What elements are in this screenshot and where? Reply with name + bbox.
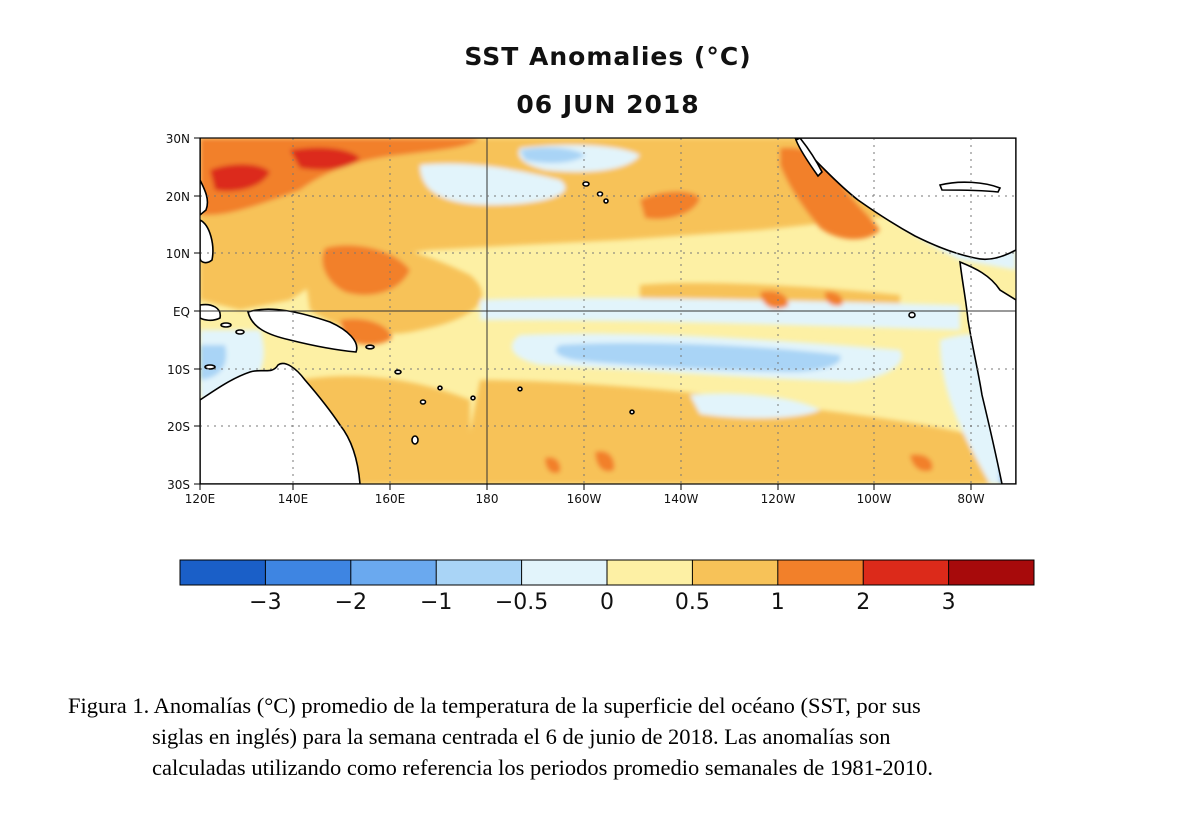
colorbar-tick: 0.5 bbox=[675, 590, 710, 615]
lon-label-160w: 160W bbox=[567, 492, 602, 506]
lat-label-20n: 20N bbox=[166, 190, 190, 204]
map-date: 06 JUN 2018 bbox=[516, 90, 700, 119]
lon-label-120w: 120W bbox=[761, 492, 796, 506]
colorbar-swatch bbox=[521, 560, 608, 585]
colorbar-tick: 3 bbox=[942, 590, 956, 615]
colorbar-tick: −0.5 bbox=[495, 590, 548, 615]
colorbar-tick: −2 bbox=[335, 590, 367, 615]
colorbar-swatch bbox=[607, 560, 693, 585]
lat-label-20s: 20S bbox=[167, 420, 190, 434]
lat-label-eq: EQ bbox=[173, 305, 190, 319]
lat-label-10s: 10S bbox=[167, 363, 190, 377]
colorbar: −3 −2 −1 −0.5 0 0.5 1 2 3 bbox=[179, 559, 1035, 615]
lon-label-140e: 140E bbox=[278, 492, 309, 506]
colorbar-tick: 0 bbox=[600, 590, 614, 615]
colorbar-swatch bbox=[692, 560, 779, 585]
lon-label-120e: 120E bbox=[185, 492, 216, 506]
lat-label-30n: 30N bbox=[166, 132, 190, 146]
colorbar-tick: −3 bbox=[249, 590, 281, 615]
coastlines bbox=[200, 138, 1016, 484]
colorbar-swatch bbox=[350, 560, 437, 585]
lon-label-100w: 100W bbox=[857, 492, 892, 506]
colorbar-tick: −1 bbox=[420, 590, 452, 615]
colorbar-swatch bbox=[436, 560, 523, 585]
figure-caption: Figura 1. Anomalías (°C) promedio de la … bbox=[68, 690, 1138, 783]
lat-label-30s: 30S bbox=[167, 478, 190, 492]
colorbar-swatch bbox=[777, 560, 864, 585]
sst-anomaly-map: 30N 20N 10N EQ 10S 20S 30S 120E 140E 160… bbox=[166, 132, 1035, 615]
lon-label-140w: 140W bbox=[664, 492, 699, 506]
caption-line: siglas en inglés) para la semana centrad… bbox=[152, 724, 891, 749]
gridlines bbox=[200, 138, 1016, 484]
colorbar-swatch bbox=[863, 560, 950, 585]
lon-label-160e: 160E bbox=[375, 492, 406, 506]
caption-line: Figura 1. Anomalías (°C) promedio de la … bbox=[68, 693, 921, 718]
axis-ticks bbox=[194, 137, 972, 490]
map-title: SST Anomalies (°C) bbox=[464, 42, 752, 71]
lon-label-180: 180 bbox=[476, 492, 499, 506]
colorbar-swatch bbox=[180, 560, 266, 585]
caption-line: calculadas utilizando como referencia lo… bbox=[152, 755, 933, 780]
colorbar-swatch bbox=[948, 560, 1035, 585]
lon-label-80w: 80W bbox=[957, 492, 984, 506]
colorbar-tick: 2 bbox=[856, 590, 870, 615]
lat-label-10n: 10N bbox=[166, 247, 190, 261]
colorbar-tick: 1 bbox=[771, 590, 785, 615]
colorbar-swatch bbox=[265, 560, 352, 585]
